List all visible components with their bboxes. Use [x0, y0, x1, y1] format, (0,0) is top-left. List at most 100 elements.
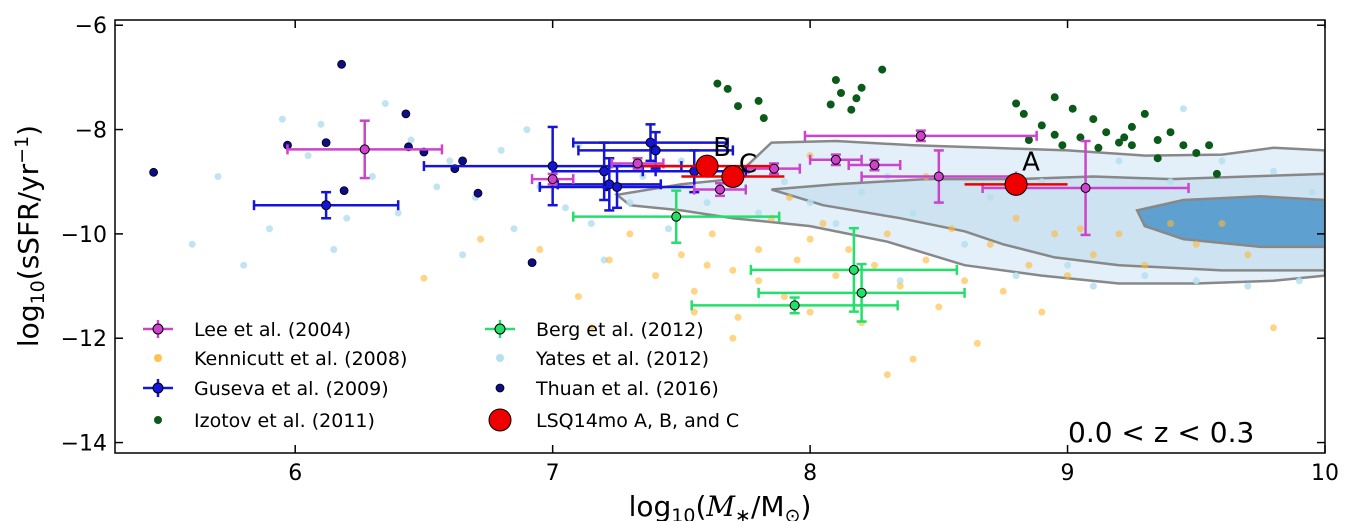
legend-label: Yates et al. (2012): [535, 348, 709, 370]
izotov-point-9: [852, 94, 861, 103]
kennicutt-point-13: [729, 266, 737, 274]
izotov-point-19: [1120, 133, 1129, 142]
lsq-marker: [1004, 172, 1028, 196]
legend-label: Lee et al. (2004): [194, 319, 351, 341]
kennicutt-point-3: [574, 293, 582, 300]
thuan-point-4: [339, 186, 349, 196]
yates-point-23: [677, 157, 685, 165]
yates-point-34: [961, 240, 969, 248]
yates-point-9: [407, 136, 415, 144]
kennicutt-point-30: [922, 256, 930, 264]
guseva-marker: [321, 200, 332, 211]
lee-point-3: [693, 182, 747, 198]
kennicutt-point-34: [986, 240, 994, 248]
izotov-point-12: [1012, 99, 1021, 108]
lee-marker: [769, 163, 780, 174]
legend-entry-berg: Berg et al. (2012): [485, 319, 704, 341]
y-tick-label: −10: [61, 223, 107, 248]
yates-point-36: [1012, 272, 1020, 280]
izotov-point-5: [826, 100, 835, 109]
lee-marker: [359, 144, 370, 155]
yates-point-27: [780, 178, 788, 186]
yates-point-15: [523, 126, 531, 134]
legend-label: Kennicutt et al. (2008): [194, 348, 407, 370]
legend-marker: [154, 354, 162, 362]
yates-point-10: [433, 183, 441, 191]
kennicutt-point-35: [999, 287, 1007, 295]
thuan-point-2: [321, 138, 331, 148]
izotov-point-32: [1212, 169, 1221, 178]
kennicutt-point-21: [806, 308, 814, 316]
guseva-point-3: [556, 156, 663, 212]
legend: Lee et al. (2004) Kennicutt et al. (2008)…: [143, 319, 739, 432]
yates-point-44: [1218, 157, 1226, 165]
kennicutt-point-16: [755, 277, 763, 285]
kennicutt-point-39: [1051, 230, 1059, 238]
berg-point-2: [749, 226, 959, 313]
yates-point-24: [703, 199, 711, 207]
thuan-point-11: [527, 258, 537, 268]
izotov-point-18: [1102, 128, 1111, 137]
izotov-point-29: [1058, 141, 1067, 150]
legend-entry-lsq: LSQ14mo A, B, and C: [488, 408, 739, 432]
x-tick-label: 10: [1311, 461, 1339, 486]
yates-point-28: [806, 199, 814, 207]
kennicutt-point-31: [935, 303, 943, 311]
izotov-point-17: [1089, 115, 1098, 124]
kennicutt-point-33: [961, 277, 969, 285]
izotov-point-2: [734, 102, 742, 111]
izotov-point-7: [837, 89, 845, 97]
yates-point-52: [459, 251, 467, 259]
yates-point-14: [510, 225, 518, 233]
yates-point-29: [832, 220, 840, 227]
guseva-point-5: [572, 123, 729, 163]
berg-point-1: [690, 296, 899, 315]
lee-marker: [715, 184, 725, 195]
legend-entry-kennicutt: Kennicutt et al. (2008): [154, 348, 407, 370]
izotov-point-14: [1037, 121, 1046, 130]
legend-entry-izotov: Izotov et al. (2011): [154, 410, 375, 432]
lsq-point-1: B: [642, 133, 772, 178]
kennicutt-point-47: [1218, 220, 1226, 227]
izotov-point-4: [759, 114, 768, 123]
izotov-point-3: [754, 96, 763, 105]
yates-point-5: [343, 214, 351, 222]
thuan-point-0: [149, 167, 159, 177]
kennicutt-point-9: [690, 287, 698, 295]
yates-point-48: [1308, 188, 1316, 196]
legend-entry-yates: Yates et al. (2012): [496, 348, 709, 370]
kennicutt-point-43: [1115, 230, 1123, 238]
x-tick-label: 9: [1061, 461, 1075, 486]
berg-marker: [671, 211, 682, 222]
kennicutt-point-40: [1064, 272, 1072, 280]
yates-point-26: [755, 209, 763, 217]
yates-point-4: [317, 120, 325, 128]
izotov-point-13: [1019, 109, 1028, 118]
kennicutt-point-42: [1089, 251, 1097, 259]
izotov-point-31: [1205, 141, 1214, 150]
yates-point-42: [1167, 178, 1174, 186]
guseva-marker: [645, 137, 656, 148]
izotov-point-34: [1127, 122, 1136, 131]
legend-marker: [494, 323, 506, 335]
izotov-point-1: [723, 84, 732, 93]
berg-marker: [848, 264, 859, 275]
legend-marker: [154, 416, 162, 424]
yates-point-6: [368, 173, 376, 180]
yates-point-11: [446, 157, 454, 165]
legend-entry-lee: Lee et al. (2004): [143, 319, 351, 341]
izotov-point-22: [1153, 136, 1162, 144]
guseva-marker: [599, 166, 610, 177]
lee-point-1: [530, 172, 575, 186]
yates-point-46: [1270, 167, 1277, 175]
plot-frame: [114, 19, 1326, 454]
kennicutt-point-15: [755, 246, 763, 253]
izotov-point-25: [1094, 143, 1103, 152]
yates-point-17: [562, 204, 569, 212]
lee-point-7: [803, 129, 1038, 143]
berg-marker: [789, 300, 800, 311]
kennicutt-point-23: [832, 272, 840, 280]
kennicutt-point-28: [896, 282, 904, 290]
yates-point-35: [986, 193, 994, 201]
